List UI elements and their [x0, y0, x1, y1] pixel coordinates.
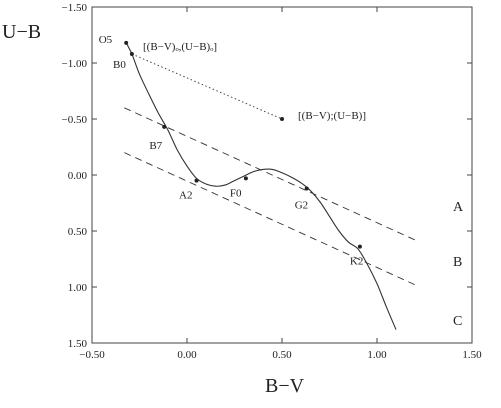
point-label: F0	[230, 187, 242, 199]
data-point	[280, 117, 284, 121]
y-tick-label: −0.50	[62, 114, 88, 126]
point-label: G2	[295, 199, 308, 211]
x-tick-label: 1.50	[462, 349, 482, 361]
y-tick-label: −1.00	[62, 58, 88, 70]
main-sequence-curve	[125, 42, 397, 330]
x-axis-title: B−V	[265, 375, 305, 397]
region-label-a: A	[453, 200, 464, 215]
data-point	[304, 186, 309, 191]
point-label: B7	[149, 140, 162, 152]
y-tick-label: 1.00	[68, 282, 88, 294]
region-label-c: C	[453, 314, 462, 329]
point-label: K2	[350, 256, 363, 268]
data-point	[194, 178, 199, 183]
data-point	[124, 40, 129, 45]
axis-ticks	[91, 6, 473, 344]
axis-tick-labels: −0.50 0.00 0.50 1.00 1.50 −1.50 −1.00 −0.50 0.00…	[62, 2, 483, 361]
region-label-b: B	[453, 255, 462, 270]
data-point	[162, 124, 167, 129]
x-tick-label: 0.00	[177, 349, 197, 361]
reddening-line	[124, 107, 416, 241]
x-tick-label: 1.00	[367, 349, 387, 361]
point-label: A2	[179, 190, 192, 202]
y-tick-label: 0.50	[68, 226, 88, 238]
intrinsic-color-annotation: [(B−V)ₒ,(U−B)ₒ]	[143, 41, 217, 53]
data-point	[129, 52, 134, 57]
point-label: O5	[99, 34, 113, 46]
y-tick-label: −1.50	[62, 2, 88, 14]
y-tick-label: 0.00	[68, 170, 88, 182]
reddening-lines	[124, 107, 416, 286]
y-axis-title: U−B	[2, 21, 41, 43]
data-points: O5 B0 B7 A2 F0 G2 K2	[99, 34, 364, 268]
plot-frame	[91, 6, 473, 344]
x-tick-label: 0.50	[272, 349, 292, 361]
data-point	[357, 244, 362, 249]
y-tick-label: 1.50	[68, 338, 88, 350]
observed-color-annotation: [(B−V);(U−B)]	[298, 110, 366, 122]
x-tick-label: −0.50	[79, 349, 105, 361]
reddening-vector	[131, 53, 283, 120]
data-point	[243, 176, 248, 181]
point-label: B0	[113, 59, 126, 71]
reddening-line	[124, 152, 416, 286]
